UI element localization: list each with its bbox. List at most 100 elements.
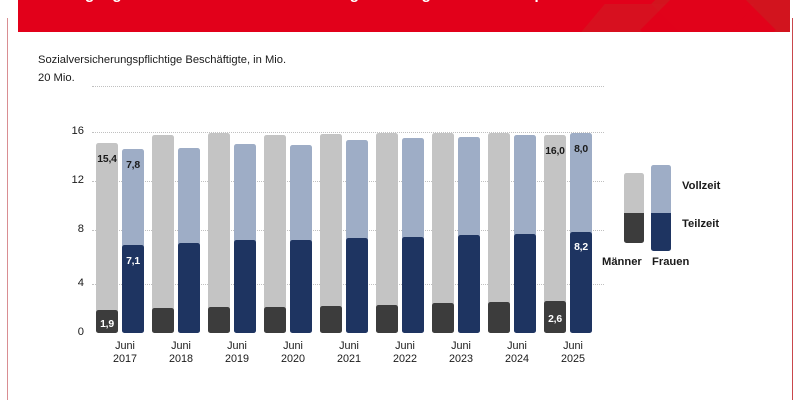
y-tick-0: 0 xyxy=(77,326,84,338)
bar-maenner-2021[interactable] xyxy=(320,134,342,333)
bar-group-2017: 15,4 1,9 7,8 7,1 xyxy=(96,86,154,333)
bar-group-2025: 16,0 2,6 8,0 8,2 xyxy=(544,86,602,333)
x-tick-2017-line1: Juni xyxy=(115,340,135,352)
legend-swatch-maenner xyxy=(624,173,644,243)
frame-border-right xyxy=(792,18,793,400)
label-frauen-vollzeit-2017: 7,8 xyxy=(126,160,140,171)
x-tick-2024-line1: Juni xyxy=(507,340,527,352)
bar-group-2024 xyxy=(488,86,546,333)
segment-maenner-vollzeit-2019 xyxy=(208,132,230,333)
x-tick-2020-line1: Juni xyxy=(283,340,303,352)
legend-label-teilzeit: Teilzeit xyxy=(682,218,720,230)
x-tick-2021: Juni 2021 xyxy=(314,340,384,365)
segment-frauen-teilzeit-2022 xyxy=(402,236,424,333)
x-tick-2019: Juni 2019 xyxy=(202,340,272,365)
bar-maenner-2025[interactable]: 16,0 2,6 xyxy=(544,135,566,333)
chart-legend: Vollzeit Teilzeit Männer Frauen xyxy=(602,163,784,268)
legend-label-frauen: Frauen xyxy=(652,256,690,268)
label-frauen-teilzeit-2025: 8,2 xyxy=(574,242,588,253)
legend-swatch-maenner-teilzeit xyxy=(624,213,644,243)
x-tick-2018-line2: 2018 xyxy=(168,352,194,365)
x-tick-2025-line1: Juni xyxy=(563,340,583,352)
segment-maenner-vollzeit-2020 xyxy=(264,135,286,333)
bar-maenner-2017[interactable]: 15,4 1,9 xyxy=(96,142,118,333)
segment-maenner-teilzeit-2017 xyxy=(96,309,118,333)
legend-label-vollzeit: Vollzeit xyxy=(682,180,721,192)
title-banner xyxy=(18,0,790,32)
chart-subtitle: Sozialversicherungspflichtige Beschäftig… xyxy=(38,54,287,66)
x-tick-2017: Juni 2017 xyxy=(90,340,160,365)
segment-frauen-teilzeit-2024 xyxy=(514,234,536,333)
bar-frauen-2017[interactable]: 7,8 7,1 xyxy=(122,148,144,333)
y-tick-8: 8 xyxy=(77,223,84,236)
segment-maenner-teilzeit-2019 xyxy=(208,307,230,333)
y-tick-16: 16 xyxy=(71,124,84,137)
segment-maenner-vollzeit-2024 xyxy=(488,132,510,333)
segment-frauen-teilzeit-2019 xyxy=(234,240,256,333)
x-tick-2022-line1: Juni xyxy=(395,340,415,352)
bar-group-2019 xyxy=(208,86,266,333)
label-maenner-teilzeit-2017: 1,9 xyxy=(100,319,114,330)
y-axis-unit-label: 20 Mio. xyxy=(38,72,75,84)
bar-frauen-2018[interactable] xyxy=(178,147,200,333)
x-tick-2020: Juni 2020 xyxy=(258,340,328,365)
segment-maenner-teilzeit-2021 xyxy=(320,305,342,333)
legend-label-maenner: Männer xyxy=(602,256,642,268)
gridline-16 xyxy=(92,131,604,133)
x-tick-2021-line2: 2021 xyxy=(336,352,362,365)
segment-maenner-vollzeit-2021 xyxy=(320,134,342,333)
legend-swatch-frauen-vollzeit xyxy=(651,165,671,213)
segment-frauen-teilzeit-2025 xyxy=(570,231,592,333)
x-tick-2020-line2: 2020 xyxy=(280,352,306,365)
bar-maenner-2023[interactable] xyxy=(432,132,454,333)
x-tick-2025: Juni 2025 xyxy=(538,340,608,365)
bar-frauen-2023[interactable] xyxy=(458,136,480,333)
legend-swatch-frauen xyxy=(651,165,671,251)
bar-maenner-2020[interactable] xyxy=(264,135,286,333)
x-tick-2021-line1: Juni xyxy=(339,340,359,352)
bar-group-2023 xyxy=(432,86,490,333)
bar-group-2020 xyxy=(264,86,322,333)
segment-frauen-teilzeit-2020 xyxy=(290,240,312,333)
segment-maenner-vollzeit-2025 xyxy=(544,135,566,333)
x-tick-2023: Juni 2023 xyxy=(426,340,496,365)
bar-maenner-2022[interactable] xyxy=(376,132,398,333)
bar-maenner-2024[interactable] xyxy=(488,132,510,333)
segment-frauen-teilzeit-2023 xyxy=(458,235,480,333)
segment-maenner-teilzeit-2025 xyxy=(544,300,566,333)
x-tick-2022-line2: 2022 xyxy=(392,352,418,365)
bar-frauen-2020[interactable] xyxy=(290,145,312,333)
x-tick-2022: Juni 2022 xyxy=(370,340,440,365)
segment-maenner-vollzeit-2018 xyxy=(152,135,174,333)
chart-title: Beschäftigung der Frauen auf Rekordhoch … xyxy=(18,0,718,3)
x-tick-2024: Juni 2024 xyxy=(482,340,552,365)
x-tick-2019-line1: Juni xyxy=(227,340,247,352)
segment-maenner-vollzeit-2023 xyxy=(432,132,454,333)
segment-frauen-teilzeit-2018 xyxy=(178,242,200,333)
bar-maenner-2018[interactable] xyxy=(152,135,174,333)
bar-group-2022 xyxy=(376,86,434,333)
bar-frauen-2021[interactable] xyxy=(346,140,368,333)
bar-frauen-2024[interactable] xyxy=(514,135,536,333)
bar-frauen-2019[interactable] xyxy=(234,144,256,333)
segment-maenner-teilzeit-2020 xyxy=(264,307,286,333)
y-tick-4: 4 xyxy=(77,276,84,289)
plot-bars: 15,4 1,9 7,8 7,1 xyxy=(92,86,604,333)
x-tick-2025-line2: 2025 xyxy=(560,352,586,365)
segment-maenner-teilzeit-2023 xyxy=(432,303,454,333)
legend-swatch-maenner-vollzeit xyxy=(624,173,644,213)
bar-frauen-2022[interactable] xyxy=(402,137,424,333)
legend-swatch-frauen-teilzeit xyxy=(651,213,671,251)
segment-maenner-vollzeit-2017 xyxy=(96,142,118,333)
bar-group-2018 xyxy=(152,86,210,333)
x-tick-2018: Juni 2018 xyxy=(146,340,216,365)
x-tick-2023-line2: 2023 xyxy=(448,352,474,365)
bar-maenner-2019[interactable] xyxy=(208,132,230,333)
segment-maenner-teilzeit-2018 xyxy=(152,308,174,333)
frame-border-left xyxy=(7,18,8,400)
bar-frauen-2025[interactable]: 8,0 8,2 xyxy=(570,132,592,333)
segment-maenner-vollzeit-2022 xyxy=(376,132,398,333)
segment-maenner-teilzeit-2022 xyxy=(376,304,398,333)
